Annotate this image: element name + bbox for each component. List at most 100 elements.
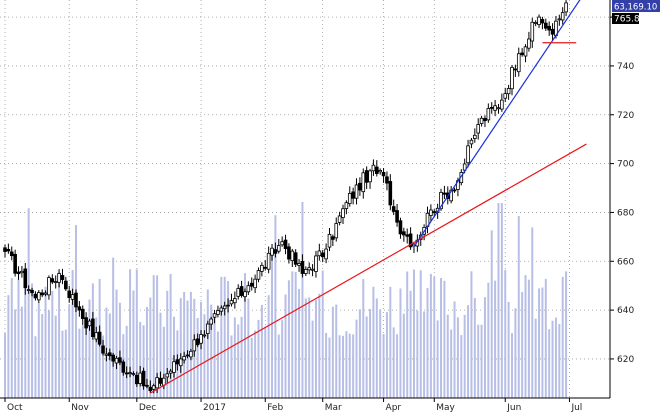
- volume-bar: [342, 335, 344, 398]
- volume-bar: [345, 331, 348, 398]
- candle-body: [91, 318, 95, 338]
- candle-body: [513, 68, 518, 71]
- volume-bar: [71, 269, 74, 398]
- volume-bar: [20, 306, 23, 398]
- volume-bar: [348, 333, 351, 398]
- candle-body: [469, 139, 474, 145]
- candle-body: [97, 331, 102, 345]
- x-tick-label: 2017: [203, 403, 226, 412]
- volume-bar: [291, 271, 294, 398]
- volume-bar: [565, 271, 568, 398]
- candle-body: [364, 170, 369, 183]
- volume-bar: [200, 301, 203, 398]
- x-tick-label: Apr: [386, 403, 402, 412]
- candle-body: [381, 172, 386, 177]
- volume-bar: [494, 280, 497, 398]
- candle-body: [226, 304, 230, 307]
- candle-body: [13, 253, 17, 274]
- candle-body: [547, 25, 551, 31]
- volume-bar: [51, 290, 54, 398]
- volume-bar: [402, 313, 405, 398]
- candle-body: [361, 172, 366, 193]
- volume-bar: [511, 333, 513, 398]
- volume-bar: [142, 325, 145, 398]
- candle-body: [16, 271, 21, 275]
- candle-body: [236, 288, 241, 297]
- candle-body: [489, 107, 494, 109]
- candle-body: [493, 105, 497, 111]
- volume-bar: [548, 329, 551, 398]
- x-tick-label: Jun: [506, 403, 521, 412]
- candle-body: [466, 145, 470, 164]
- volume-bar: [31, 283, 34, 398]
- volume-bar: [379, 309, 382, 398]
- volume-bar: [37, 302, 40, 398]
- volume-bar: [149, 297, 152, 398]
- candle-body: [37, 292, 41, 301]
- volume-bar: [392, 327, 395, 398]
- volume-bar: [58, 272, 61, 398]
- volume-bar: [267, 295, 270, 398]
- y-tick-label: 740: [617, 62, 634, 72]
- volume-bar: [129, 269, 132, 398]
- volume-badge: 63,169.10: [614, 3, 657, 13]
- volume-bar: [534, 318, 537, 398]
- volume-bar: [132, 290, 135, 398]
- volume-bar: [453, 301, 456, 398]
- candle-body: [314, 255, 318, 272]
- candle-body: [84, 317, 88, 329]
- volume-bar: [480, 324, 483, 398]
- candle-body: [168, 370, 173, 374]
- volume-bar: [7, 295, 10, 398]
- candle-body: [216, 310, 220, 315]
- candle-body: [429, 209, 433, 216]
- candle-body: [344, 202, 349, 209]
- candle-body: [3, 247, 7, 252]
- volume-bar: [433, 276, 436, 398]
- y-tick-label: 660: [617, 257, 634, 267]
- volume-bar: [463, 314, 466, 398]
- y-tick-label: 620: [617, 355, 634, 365]
- candle-body: [77, 306, 82, 311]
- volume-bar: [247, 298, 250, 398]
- candle-body: [540, 19, 545, 24]
- candle-body: [266, 252, 271, 270]
- volume-bar: [521, 292, 524, 398]
- candle-body: [408, 233, 413, 248]
- volume-bar: [44, 286, 47, 398]
- candle-body: [43, 292, 48, 295]
- volume-bar: [254, 330, 257, 398]
- volume-bar: [412, 269, 415, 398]
- candle-body: [452, 189, 457, 192]
- candle-body: [151, 385, 156, 390]
- volume-bar: [139, 321, 142, 398]
- volume-bar: [102, 335, 105, 398]
- volume-bar: [318, 293, 321, 398]
- volume-bar: [277, 334, 280, 398]
- y-tick-label: 640: [617, 306, 634, 316]
- volume-bar: [304, 298, 307, 398]
- candle-body: [449, 189, 453, 202]
- volume-bar: [456, 317, 459, 398]
- volume-bar: [382, 334, 385, 398]
- candle-body: [297, 263, 301, 266]
- volume-bar: [308, 297, 311, 398]
- volume-bar: [331, 306, 334, 398]
- volume-bar: [365, 316, 368, 398]
- volume-bar: [311, 320, 314, 398]
- volume-bar: [321, 270, 324, 398]
- volume-bar: [541, 287, 544, 398]
- volume-bar: [115, 289, 118, 398]
- volume-bar: [4, 333, 6, 398]
- candle-body: [246, 285, 251, 293]
- candle-body: [121, 361, 126, 373]
- volume-bar: [416, 310, 419, 398]
- volume-bar: [78, 328, 81, 398]
- candle-body: [287, 246, 291, 260]
- volume-bar: [81, 325, 84, 398]
- candle-body: [118, 357, 122, 363]
- candle-body: [395, 210, 399, 223]
- volume-bar: [355, 319, 358, 398]
- candle-body: [189, 350, 193, 358]
